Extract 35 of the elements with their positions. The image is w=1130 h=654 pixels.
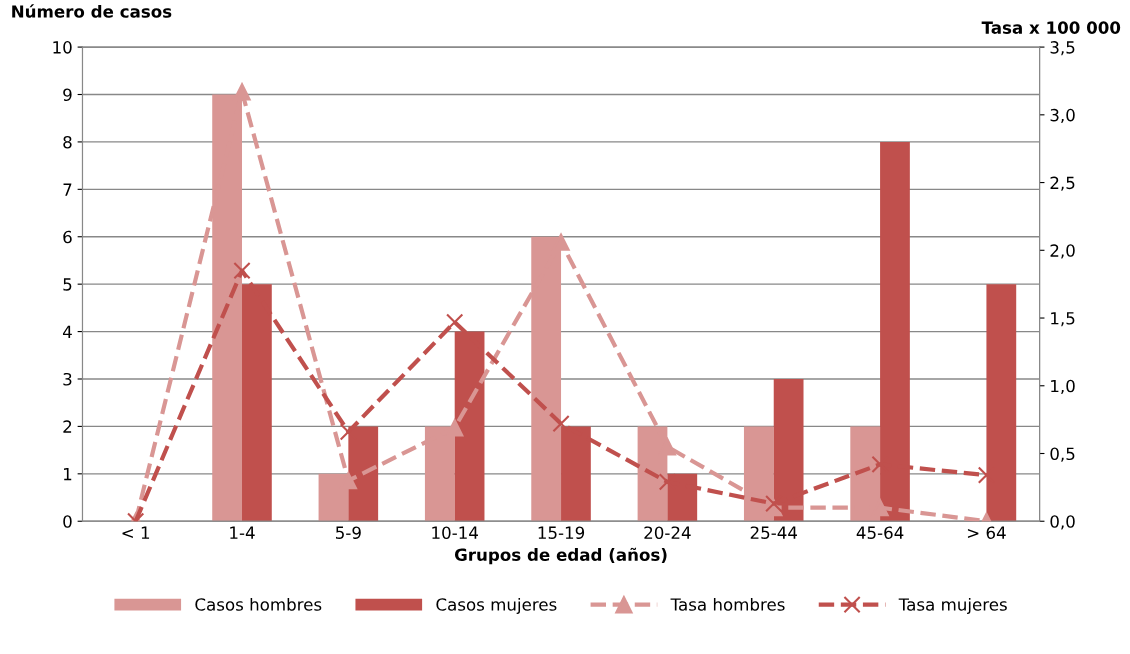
x-tick-label: 5-9 bbox=[336, 526, 361, 539]
legend-label: Tasa mujeres bbox=[898, 597, 1007, 615]
y-tick-label: 10 bbox=[53, 41, 72, 54]
y-tick-label: 2 bbox=[63, 420, 72, 433]
x-tick-label: 15-19 bbox=[538, 526, 585, 539]
y2-tick-label: 1,5 bbox=[1051, 312, 1075, 327]
y2-tick-label: 2,5 bbox=[1050, 176, 1075, 191]
y2-tick-label: 0,0 bbox=[1050, 515, 1075, 530]
x-tick-label: 1-4 bbox=[230, 526, 255, 539]
x-tick-label: 20-24 bbox=[644, 526, 691, 539]
y2-tick-label: 2,0 bbox=[1050, 244, 1075, 259]
x-tick-label: < 1 bbox=[122, 526, 150, 539]
y2-tick-label: 0,5 bbox=[1050, 447, 1075, 462]
y2-tick-label: 1,0 bbox=[1051, 379, 1075, 395]
y-tick-label: 9 bbox=[63, 88, 72, 102]
legend-label: Tasa hombres bbox=[670, 597, 785, 611]
y2-tick-label: 3,0 bbox=[1050, 108, 1075, 124]
y-tick-label: 6 bbox=[63, 230, 72, 244]
y-tick-label: 1 bbox=[63, 468, 72, 481]
y-tick-label: 0 bbox=[63, 515, 72, 528]
x-tick-label: 10-14 bbox=[432, 526, 478, 539]
y-tick-label: 8 bbox=[63, 135, 72, 149]
y-tick-label: 7 bbox=[63, 183, 72, 196]
y-axis-title: Número de casos bbox=[12, 4, 172, 18]
x-tick-label: 45-64 bbox=[856, 526, 904, 539]
x-tick-label: > 64 bbox=[967, 526, 1006, 539]
legend-label: Casos hombres bbox=[195, 597, 322, 611]
x-axis-title: Grupos de edad (años) bbox=[454, 547, 667, 565]
y-tick-label: 5 bbox=[63, 278, 72, 291]
x-tick-label: 25-44 bbox=[750, 526, 798, 539]
legend-label: Casos mujeres bbox=[436, 597, 557, 615]
y2-tick-label: 3,5 bbox=[1050, 41, 1075, 56]
y-tick-label: 4 bbox=[62, 325, 72, 338]
y-tick-label: 3 bbox=[63, 372, 72, 386]
y2-axis-title: Tasa x 100 000 bbox=[981, 21, 1121, 34]
